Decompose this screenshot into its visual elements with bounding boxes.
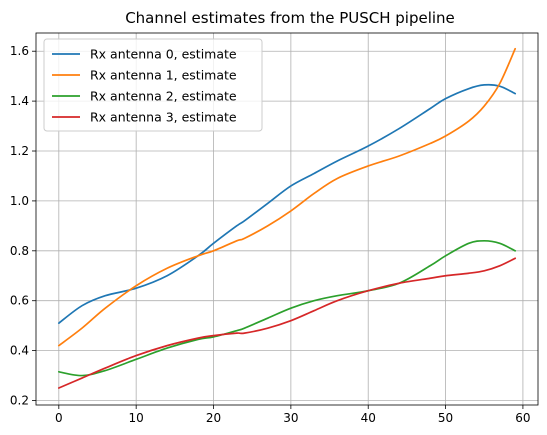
x-tick-label: 20 — [206, 411, 221, 425]
y-tick-label: 0.4 — [10, 344, 29, 358]
series-line-rx-antenna-3 — [57, 257, 517, 389]
legend-label: Rx antenna 0, estimate — [90, 47, 237, 62]
plot-frame — [35, 32, 539, 406]
y-tick-label: 0.8 — [10, 244, 29, 258]
y-tick-label: 1.0 — [10, 194, 29, 208]
y-tick-label: 0.2 — [10, 394, 29, 408]
y-tick-label: 1.2 — [10, 144, 29, 158]
x-tick-label: 10 — [129, 411, 144, 425]
chart-title: Channel estimates from the PUSCH pipelin… — [125, 9, 455, 27]
series-lines — [57, 47, 517, 389]
x-tick-label: 40 — [361, 411, 376, 425]
y-axis-ticks: 0.2 0.4 0.6 0.8 1.0 1.2 1.4 1.6 — [10, 44, 36, 408]
x-axis-ticks: 0 10 20 30 40 50 60 — [55, 405, 531, 425]
legend-label: Rx antenna 2, estimate — [90, 89, 237, 104]
y-tick-label: 1.4 — [10, 94, 29, 108]
legend-label: Rx antenna 1, estimate — [90, 68, 237, 83]
series-line-rx-antenna-0 — [57, 83, 517, 325]
y-tick-label: 0.6 — [10, 294, 29, 308]
y-tick-label: 1.6 — [10, 44, 29, 58]
legend-label: Rx antenna 3, estimate — [90, 110, 237, 125]
series-line-rx-antenna-2 — [57, 239, 517, 377]
x-tick-label: 60 — [515, 411, 530, 425]
legend: Rx antenna 0, estimate Rx antenna 1, esti… — [43, 38, 263, 132]
grid — [36, 33, 538, 405]
series-line-rx-antenna-1 — [57, 47, 517, 347]
legend-box — [43, 38, 263, 132]
x-tick-label: 50 — [438, 411, 453, 425]
x-tick-label: 0 — [55, 411, 63, 425]
x-tick-label: 30 — [283, 411, 298, 425]
